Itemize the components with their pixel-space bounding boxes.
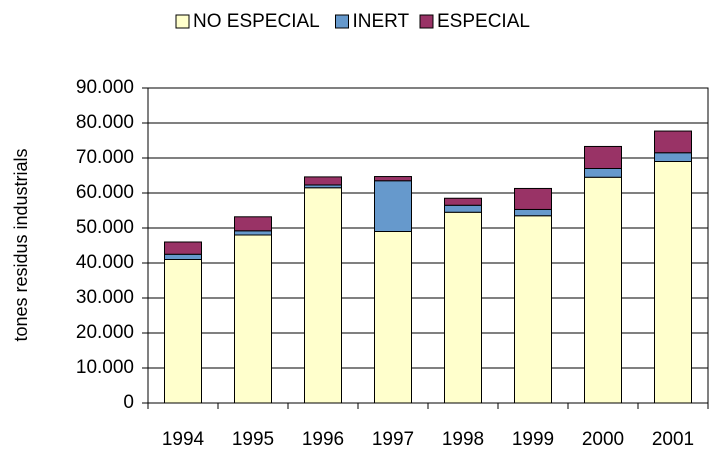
x-tick-label: 1998	[442, 429, 484, 450]
bar-segment	[654, 161, 692, 404]
y-tick-label: 30.000	[76, 287, 134, 308]
x-tick-label: 1994	[162, 429, 205, 450]
bar-segment	[304, 187, 342, 404]
bar-segment	[654, 130, 692, 154]
bar-segment	[584, 176, 622, 404]
bar-segment	[584, 145, 622, 169]
legend-label: INERT	[353, 11, 410, 32]
bar-segment	[444, 211, 482, 404]
y-tick-label: 40.000	[76, 252, 134, 273]
bar-segment	[234, 216, 272, 232]
y-axis-label: tones residus industrials	[11, 148, 31, 341]
bar-segment	[164, 259, 202, 404]
bar-segment	[374, 231, 412, 404]
legend-label: ESPECIAL	[437, 11, 530, 32]
bar-segment	[514, 208, 552, 217]
y-tick-label: 10.000	[76, 357, 134, 378]
y-tick-label: 0	[123, 392, 134, 413]
x-tick-label: 1995	[232, 429, 274, 450]
y-tick-label: 60.000	[76, 182, 134, 203]
bar-segment	[514, 215, 552, 404]
legend-swatch	[335, 14, 349, 29]
y-tick-label: 70.000	[76, 147, 134, 168]
x-tick-label: 2000	[582, 429, 624, 450]
bar-segment	[304, 176, 342, 186]
bar-segment	[374, 176, 412, 182]
y-tick-label: 80.000	[76, 112, 134, 133]
x-tick-label: 2001	[652, 429, 694, 450]
y-tick-label: 90.000	[76, 77, 134, 98]
bar-segment	[444, 204, 482, 213]
bar-segment	[164, 241, 202, 255]
y-tick-label: 50.000	[76, 217, 134, 238]
x-tick-label: 1996	[302, 429, 344, 450]
bar-segment	[514, 187, 552, 210]
bar-segment	[164, 253, 202, 260]
legend-swatch	[175, 14, 190, 29]
x-tick-label: 1997	[372, 429, 414, 450]
legend-label: NO ESPECIAL	[193, 11, 320, 32]
bar-segment	[234, 230, 272, 236]
y-tick-label: 20.000	[76, 322, 134, 343]
bar-segment	[234, 234, 272, 404]
plot-border	[147, 87, 709, 404]
x-tick-label: 1999	[512, 429, 554, 450]
legend-swatch	[419, 14, 434, 29]
bar-segment	[374, 180, 412, 232]
bar-segment	[444, 197, 482, 206]
bar-segment	[654, 152, 692, 162]
bar-segment	[584, 168, 622, 178]
